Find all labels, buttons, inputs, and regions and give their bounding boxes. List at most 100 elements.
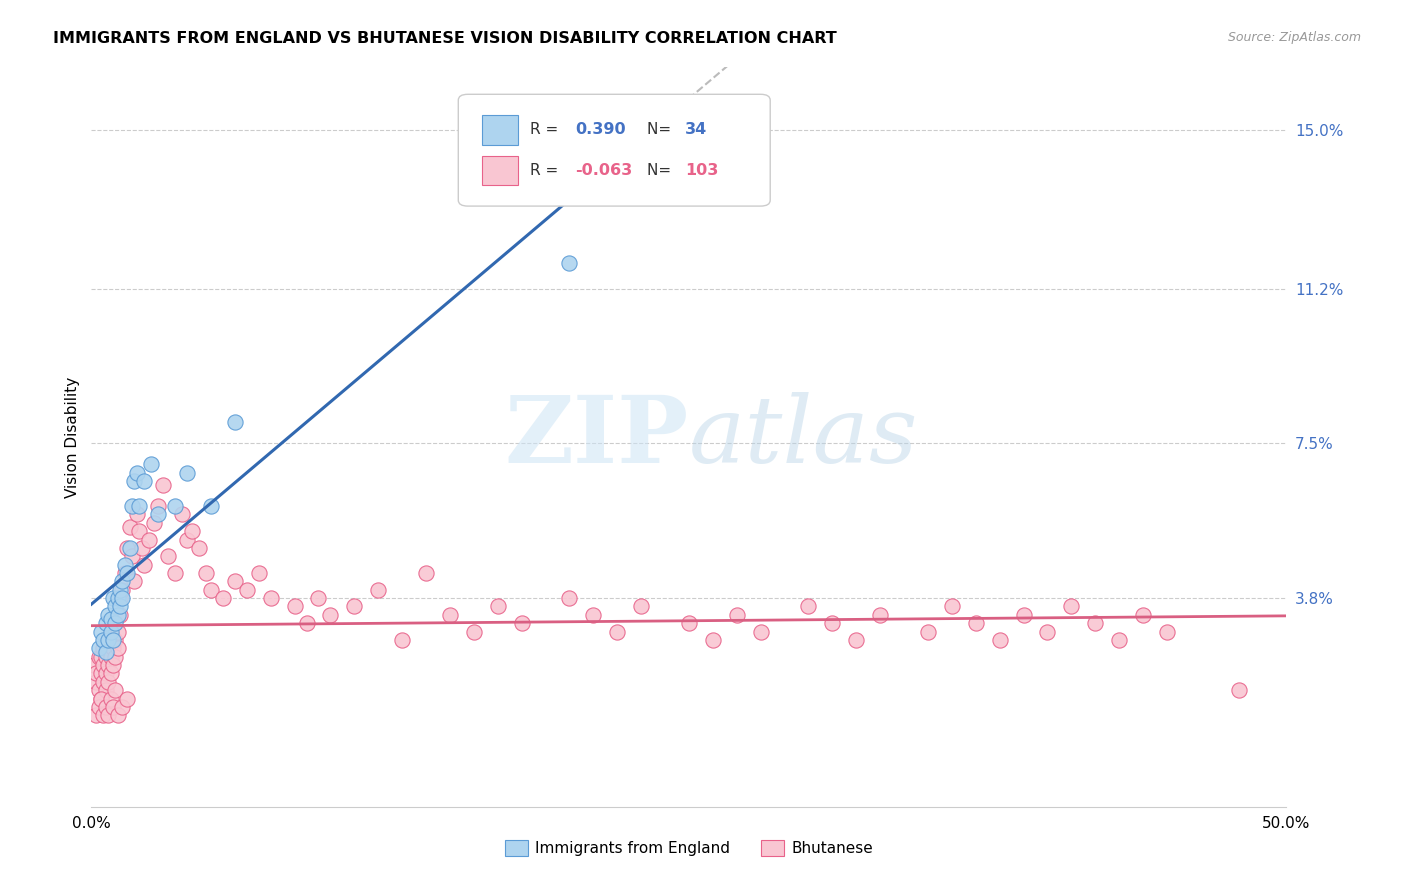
Point: [121, 499, 143, 513]
Point: [845, 632, 868, 647]
Point: [104, 649, 127, 664]
Point: [107, 641, 129, 656]
Point: [148, 508, 170, 522]
Point: [172, 508, 194, 522]
Point: [176, 533, 198, 547]
Point: [343, 599, 366, 614]
Point: [100, 666, 122, 681]
Point: [702, 632, 724, 647]
Point: [235, 582, 259, 597]
Point: [988, 632, 1011, 647]
Point: [93, 708, 114, 723]
Text: 0.390: 0.390: [575, 122, 626, 137]
Point: [163, 499, 186, 513]
Point: [1108, 632, 1130, 647]
Point: [284, 599, 307, 614]
Point: [108, 607, 131, 622]
Point: [90, 666, 112, 681]
Text: R =: R =: [530, 163, 564, 178]
Point: [104, 683, 127, 698]
Point: [965, 616, 987, 631]
Point: [90, 691, 112, 706]
Point: [87, 641, 110, 656]
Point: [115, 691, 138, 706]
Point: [749, 624, 772, 639]
Point: [247, 566, 270, 580]
Point: [176, 466, 198, 480]
Point: [111, 582, 134, 597]
Point: [97, 641, 120, 656]
Point: [941, 599, 963, 614]
Text: N=: N=: [647, 163, 676, 178]
Point: [104, 632, 127, 647]
Point: [101, 658, 124, 673]
Point: [391, 632, 413, 647]
Point: [111, 574, 134, 589]
Point: [87, 683, 110, 698]
Point: [319, 607, 342, 622]
Point: [97, 658, 120, 673]
Point: [128, 499, 150, 513]
Point: [187, 541, 211, 555]
Point: [114, 566, 136, 580]
Text: 103: 103: [685, 163, 718, 178]
Point: [93, 658, 114, 673]
Point: [97, 674, 120, 689]
Point: [97, 607, 120, 622]
Point: [678, 616, 700, 631]
Point: [259, 591, 281, 606]
Point: [1036, 624, 1059, 639]
Point: [307, 591, 329, 606]
Point: [111, 699, 134, 714]
Point: [125, 466, 148, 480]
Point: [1084, 616, 1107, 631]
Point: [821, 616, 844, 631]
Text: 34: 34: [685, 122, 707, 137]
Point: [510, 616, 533, 631]
Point: [156, 549, 179, 564]
Point: [84, 666, 107, 681]
Point: [367, 582, 389, 597]
Text: R =: R =: [530, 122, 564, 137]
Point: [121, 549, 143, 564]
Point: [87, 649, 110, 664]
Point: [558, 256, 581, 270]
Point: [101, 641, 124, 656]
Point: [94, 683, 117, 698]
Point: [125, 508, 148, 522]
Point: [132, 474, 155, 488]
Point: [107, 607, 129, 622]
Point: [415, 566, 437, 580]
Point: [224, 574, 246, 589]
Point: [797, 599, 820, 614]
Point: [107, 708, 129, 723]
Text: ZIP: ZIP: [505, 392, 689, 482]
Point: [463, 624, 485, 639]
Point: [94, 666, 117, 681]
Point: [94, 699, 117, 714]
Point: [100, 691, 122, 706]
Point: [104, 616, 127, 631]
Point: [108, 591, 131, 606]
Point: [84, 708, 107, 723]
Point: [90, 624, 112, 639]
Point: [195, 566, 218, 580]
Point: [200, 582, 222, 597]
Point: [93, 632, 114, 647]
Point: [439, 607, 461, 622]
Point: [1012, 607, 1035, 622]
Point: [1060, 599, 1083, 614]
Point: [224, 416, 246, 430]
Point: [104, 599, 127, 614]
Point: [90, 691, 112, 706]
Point: [118, 520, 141, 534]
Point: [152, 478, 174, 492]
Point: [101, 699, 124, 714]
Y-axis label: Vision Disability: Vision Disability: [65, 376, 80, 498]
Point: [132, 558, 155, 572]
Point: [83, 658, 105, 673]
FancyBboxPatch shape: [458, 95, 770, 206]
Point: [1132, 607, 1154, 622]
Point: [90, 649, 112, 664]
Point: [100, 624, 122, 639]
